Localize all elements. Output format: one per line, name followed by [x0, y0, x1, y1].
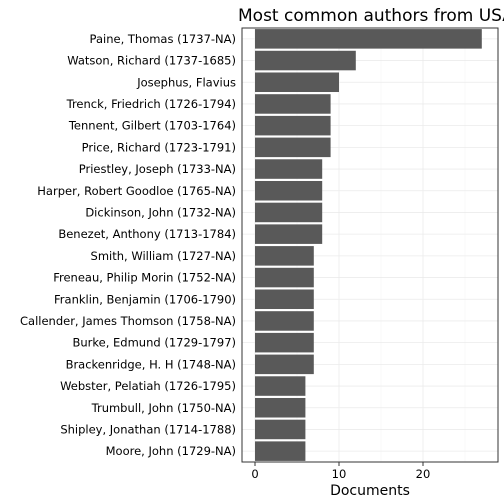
bar	[255, 180, 323, 201]
y-tick-label: Harper, Robert Goodloe (1765-NA)	[37, 184, 236, 198]
bar	[255, 441, 306, 461]
x-axis: 0 10 20	[251, 462, 430, 481]
bar	[255, 224, 323, 244]
x-tick-label: 0	[251, 467, 258, 481]
y-tick-label: Brackenridge, H. H (1748-NA)	[66, 357, 236, 371]
bar	[255, 50, 356, 71]
y-tick-label: Shipley, Jonathan (1714-1788)	[60, 422, 236, 436]
y-axis-labels: Paine, Thomas (1737-NA) Watson, Richard (…	[20, 32, 236, 458]
bar	[255, 246, 314, 266]
y-tick-label: Trumbull, John (1750-NA)	[91, 401, 236, 415]
chart-title: Most common authors from USA	[238, 6, 504, 26]
bar	[255, 29, 482, 49]
bar	[255, 332, 314, 353]
y-tick-label: Moore, John (1729-NA)	[106, 444, 236, 458]
bars	[255, 29, 482, 461]
y-tick-label: Tennent, Gilbert (1703-1764)	[68, 119, 236, 133]
y-tick-label: Franklin, Benjamin (1706-1790)	[54, 292, 236, 306]
bar	[255, 115, 331, 136]
bar	[255, 397, 306, 418]
bar	[255, 137, 331, 158]
y-tick-label: Watson, Richard (1737-1685)	[67, 54, 236, 68]
grid	[242, 28, 498, 462]
x-tick-label: 20	[416, 467, 431, 481]
plot-panel-border	[241, 27, 499, 463]
bar	[255, 267, 314, 288]
y-tick-label: Josephus, Flavius	[136, 75, 236, 89]
y-tick-label: Webster, Pelatiah (1726-1795)	[60, 379, 236, 393]
y-tick-label: Price, Richard (1723-1791)	[82, 140, 236, 154]
y-tick-label: Callender, James Thomson (1758-NA)	[20, 314, 236, 328]
bar	[255, 94, 331, 114]
bar	[255, 311, 314, 331]
y-tick-label: Burke, Edmund (1729-1797)	[73, 336, 237, 350]
x-axis-title: Documents	[330, 483, 410, 499]
y-tick-label: Freneau, Philip Morin (1752-NA)	[53, 271, 236, 285]
bar	[255, 202, 323, 223]
y-tick-label: Benezet, Anthony (1713-1784)	[58, 227, 236, 241]
y-tick-label: Dickinson, John (1732-NA)	[85, 205, 236, 219]
bar	[255, 376, 306, 396]
bar	[255, 354, 314, 375]
y-tick-label: Priestley, Joseph (1733-NA)	[79, 162, 236, 176]
bar	[255, 72, 339, 93]
y-tick-label: Paine, Thomas (1737-NA)	[90, 32, 236, 46]
bar	[255, 159, 323, 179]
bar	[255, 289, 314, 310]
bar	[255, 419, 306, 440]
x-tick-label: 10	[332, 467, 347, 481]
y-tick-label: Trenck, Friedrich (1726-1794)	[66, 97, 236, 111]
y-tick-label: Smith, William (1727-NA)	[91, 249, 236, 263]
